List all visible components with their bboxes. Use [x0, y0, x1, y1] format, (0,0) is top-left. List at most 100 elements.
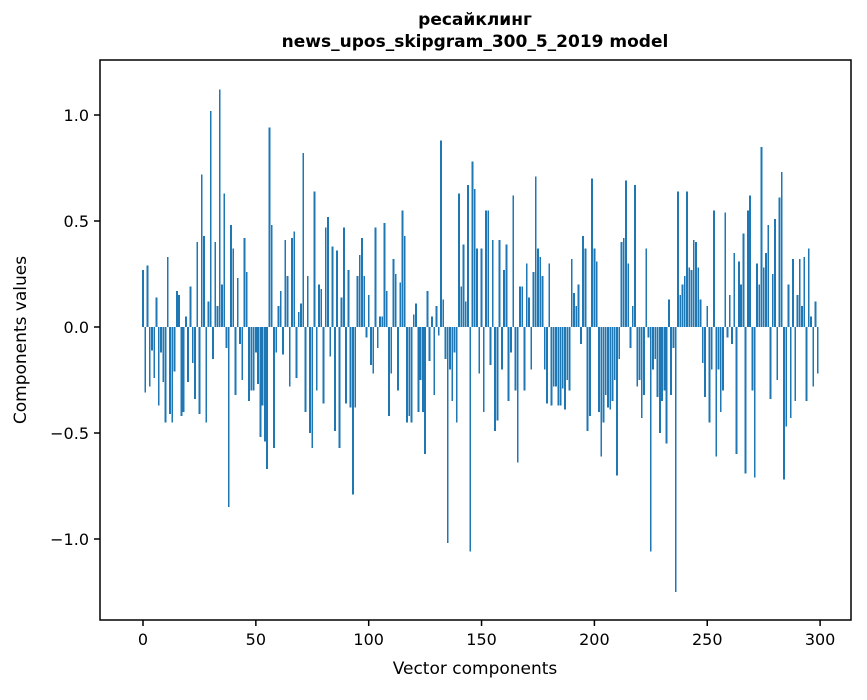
bar: [166, 257, 169, 327]
bar: [722, 327, 724, 391]
bar: [381, 316, 384, 327]
bar: [207, 301, 210, 327]
bar: [798, 259, 801, 327]
bar: [756, 263, 758, 327]
bar: [485, 210, 487, 327]
bar: [196, 242, 199, 327]
bar: [762, 267, 765, 327]
bar: [652, 327, 654, 370]
bar: [491, 240, 494, 327]
bar: [537, 248, 539, 327]
bar: [561, 327, 564, 389]
x-tick-label: 150: [466, 630, 497, 649]
bar: [607, 327, 609, 408]
bar: [792, 259, 794, 327]
bar: [598, 327, 600, 412]
bar: [320, 288, 323, 327]
bar: [148, 327, 151, 387]
bar: [354, 327, 357, 408]
bar: [717, 327, 720, 370]
bar: [627, 263, 630, 327]
bar: [654, 327, 657, 359]
bar: [288, 327, 291, 387]
bar: [521, 286, 524, 327]
bar: [293, 231, 296, 327]
bar: [230, 225, 232, 327]
bar: [329, 327, 332, 357]
bar: [636, 327, 639, 387]
bar: [241, 327, 244, 380]
bar: [611, 327, 614, 402]
bar: [214, 242, 217, 327]
bar: [519, 286, 521, 327]
bar: [182, 327, 185, 412]
bar: [345, 327, 348, 404]
bar: [643, 327, 645, 395]
bar: [769, 327, 772, 400]
bar: [374, 227, 377, 327]
bar: [573, 293, 575, 327]
x-axis-ticks: 0 50 100 150 200 250 300: [138, 620, 835, 649]
bar: [489, 327, 492, 366]
bar: [697, 267, 700, 327]
bar: [277, 305, 280, 327]
bar: [546, 327, 548, 404]
bar: [767, 225, 770, 327]
bar: [505, 244, 508, 327]
x-tick-label: 250: [692, 630, 723, 649]
x-tick-label: 200: [579, 630, 610, 649]
bar: [444, 327, 447, 359]
bar: [661, 327, 664, 402]
bar: [157, 327, 160, 406]
bar: [758, 284, 761, 327]
bar: [805, 327, 808, 402]
bar: [218, 89, 221, 327]
bar: [600, 327, 603, 457]
bar: [431, 316, 433, 327]
bar: [604, 327, 607, 395]
bar: [625, 180, 627, 327]
bar: [236, 278, 239, 327]
bar: [223, 193, 226, 327]
bar: [248, 327, 250, 402]
bar: [584, 248, 587, 327]
bar: [311, 327, 314, 448]
bar: [688, 267, 691, 327]
bar: [340, 297, 343, 327]
bar: [620, 242, 623, 327]
bar: [602, 327, 605, 423]
bar: [428, 327, 431, 361]
bar: [169, 327, 171, 414]
bar: [807, 248, 810, 327]
bar: [333, 327, 336, 431]
bar: [392, 259, 395, 327]
bar: [252, 327, 255, 391]
bar: [794, 327, 797, 402]
bar: [243, 237, 246, 327]
bar: [390, 327, 393, 374]
bar: [713, 210, 715, 327]
bar: [512, 195, 515, 327]
y-axis-label: Components values: [11, 256, 31, 424]
bar: [699, 299, 702, 327]
bar: [259, 327, 262, 438]
y-tick-label: 1.0: [64, 106, 89, 125]
bar: [656, 327, 659, 397]
bar: [295, 327, 298, 378]
bar: [550, 327, 553, 406]
bar: [816, 327, 819, 374]
bar: [503, 269, 506, 327]
bar: [586, 327, 589, 431]
bar: [494, 327, 496, 431]
bar: [751, 327, 754, 391]
bar: [710, 327, 713, 370]
bar: [683, 276, 686, 327]
bar: [724, 212, 727, 327]
bar: [595, 261, 598, 327]
bar: [638, 327, 641, 380]
bar: [658, 327, 661, 433]
bar: [690, 269, 693, 327]
bar: [498, 240, 501, 327]
bar: [715, 327, 718, 457]
